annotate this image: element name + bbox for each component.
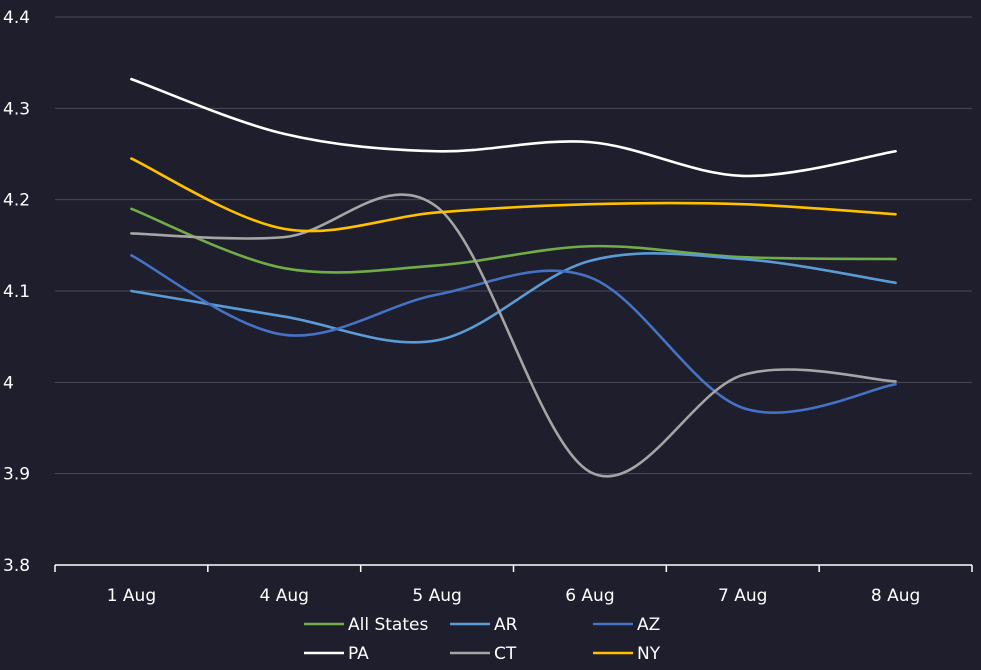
series-line-pa [130,77,897,178]
series-line-ar [130,252,897,344]
y-tick-label: 4.2 [3,191,30,211]
x-axis: 1 Aug 4 Aug 5 Aug 6 Aug 7 Aug 8 Aug [54,564,973,606]
legend-item-ar: AR [450,615,518,635]
legend-label: NY [637,644,661,664]
legend-label: AR [494,615,518,635]
y-tick-label: 4.4 [3,8,30,28]
series-line-az [130,254,897,414]
legend-label: PA [348,644,369,664]
y-tick-label: 3.8 [3,556,30,576]
x-tick-label: 8 Aug [871,586,920,606]
legend-item-az: AZ [593,615,660,635]
x-tick-label: 5 Aug [412,586,461,606]
y-tick-label: 4.1 [3,282,30,302]
x-tick-label: 4 Aug [260,586,309,606]
legend-label: All States [348,615,428,635]
legend-label: CT [494,644,517,664]
series-line-ct [130,193,897,478]
legend-label: AZ [637,615,660,635]
legend-item-ct: CT [450,644,517,664]
legend: All States AR AZ PA CT NY [304,615,661,664]
series-line-all-states [130,207,897,274]
legend-item-pa: PA [304,644,369,664]
y-tick-label: 4 [3,373,14,393]
series-line-ny [130,157,897,233]
x-tick-label: 6 Aug [565,586,614,606]
y-tick-label: 3.9 [3,465,30,485]
legend-item-all-states: All States [304,615,428,635]
x-tick-label: 1 Aug [107,586,156,606]
x-tick-label: 7 Aug [718,586,767,606]
legend-item-ny: NY [593,644,661,664]
y-tick-label: 4.3 [3,99,30,119]
series-lines [130,77,897,478]
gridlines: 4.4 4.3 4.2 4.1 4 3.9 3.8 [3,8,972,576]
